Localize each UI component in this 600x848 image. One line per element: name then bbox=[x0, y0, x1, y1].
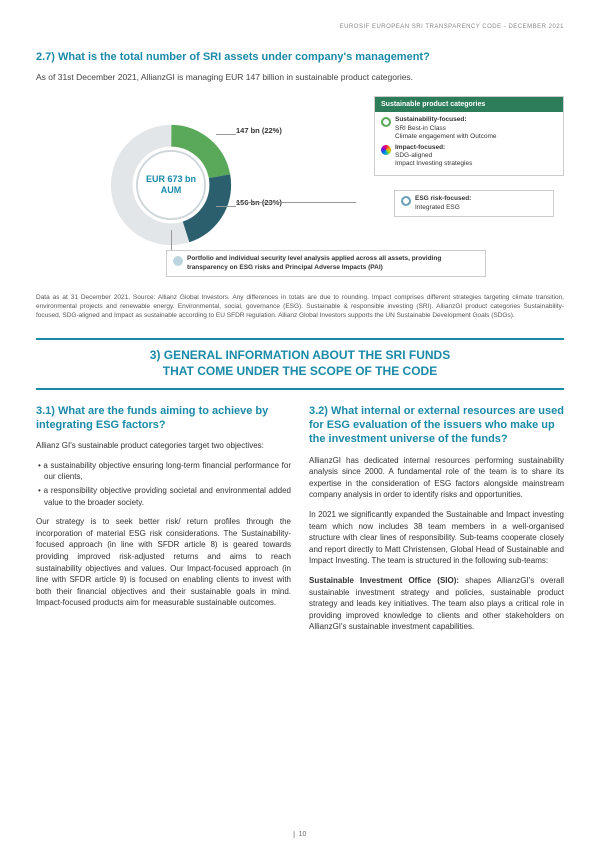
column-right: 3.2) What internal or external resources… bbox=[309, 404, 564, 641]
q31-p2: Our strategy is to seek better risk/ ret… bbox=[36, 516, 291, 609]
cat2-line2: Impact Investing strategies bbox=[395, 160, 472, 168]
esg-icon bbox=[401, 196, 411, 206]
cat2-title: Impact-focused: bbox=[395, 144, 472, 152]
analysis-icon bbox=[173, 256, 183, 266]
cat2-line1: SDG-aligned bbox=[395, 152, 472, 160]
esg-line1: Integrated ESG bbox=[415, 204, 471, 212]
q32-p3: Sustainable Investment Office (SIO): sha… bbox=[309, 575, 564, 633]
column-left: 3.1) What are the funds aiming to achiev… bbox=[36, 404, 291, 641]
q32-p3-bold: Sustainable Investment Office (SIO): bbox=[309, 576, 459, 585]
donut-chart-area: EUR 673 bn AUM 147 bn (22%) 156 bn (23%)… bbox=[36, 90, 564, 290]
sustainability-icon bbox=[381, 117, 391, 127]
q32-p2: In 2021 we significantly expanded the Su… bbox=[309, 509, 564, 567]
cat1-line1: SRI Best-in Class bbox=[395, 125, 497, 133]
donut-center-label: EUR 673 bn AUM bbox=[146, 174, 196, 196]
esg-box: ESG risk-focused: Integrated ESG bbox=[394, 190, 554, 217]
section3-l1: 3) GENERAL INFORMATION ABOUT THE SRI FUN… bbox=[150, 348, 450, 362]
q31-heading: 3.1) What are the funds aiming to achiev… bbox=[36, 404, 291, 433]
portfolio-analysis-box: Portfolio and individual security level … bbox=[166, 250, 486, 277]
connector-bottom bbox=[171, 230, 172, 250]
catbox-header: Sustainable product categories bbox=[375, 97, 563, 112]
two-column-layout: 3.1) What are the funds aiming to achiev… bbox=[36, 404, 564, 641]
sustainable-categories-box: Sustainable product categories Sustainab… bbox=[374, 96, 564, 176]
q32-heading: 3.2) What internal or external resources… bbox=[309, 404, 564, 447]
label-147bn: 147 bn (22%) bbox=[236, 126, 282, 135]
cat1-title: Sustainability-focused: bbox=[395, 116, 497, 124]
q27-intro: As of 31st December 2021, AllianzGI is m… bbox=[36, 72, 564, 84]
q31-bullet1: • a sustainability objective ensuring lo… bbox=[36, 460, 291, 483]
q32-p1: AllianzGI has dedicated internal resourc… bbox=[309, 455, 564, 501]
cat1-line2: Climate engagement with Outcome bbox=[395, 133, 497, 141]
page-number: 10 bbox=[294, 831, 307, 838]
page-header: EUROSIF EUROPEAN SRI TRANSPARENCY CODE -… bbox=[36, 24, 564, 30]
section3-title: 3) GENERAL INFORMATION ABOUT THE SRI FUN… bbox=[36, 338, 564, 389]
aum-value: EUR 673 bn bbox=[146, 174, 196, 184]
section3-l2: THAT COME UNDER THE SCOPE OF THE CODE bbox=[163, 364, 437, 378]
aum-label: AUM bbox=[161, 185, 182, 195]
chart-footnote: Data as at 31 December 2021. Source: All… bbox=[36, 294, 564, 320]
impact-icon bbox=[381, 145, 391, 155]
leader-top: 147 bn (22%) bbox=[236, 126, 282, 135]
bottom-box-text: Portfolio and individual security level … bbox=[187, 255, 479, 272]
connector-esg bbox=[236, 202, 356, 203]
q27-heading: 2.7) What is the total number of SRI ass… bbox=[36, 50, 564, 64]
q31-bullet2: • a responsibility objective providing s… bbox=[36, 485, 291, 508]
q31-p1: Allianz GI's sustainable product categor… bbox=[36, 440, 291, 452]
esg-title: ESG risk-focused: bbox=[415, 195, 471, 203]
